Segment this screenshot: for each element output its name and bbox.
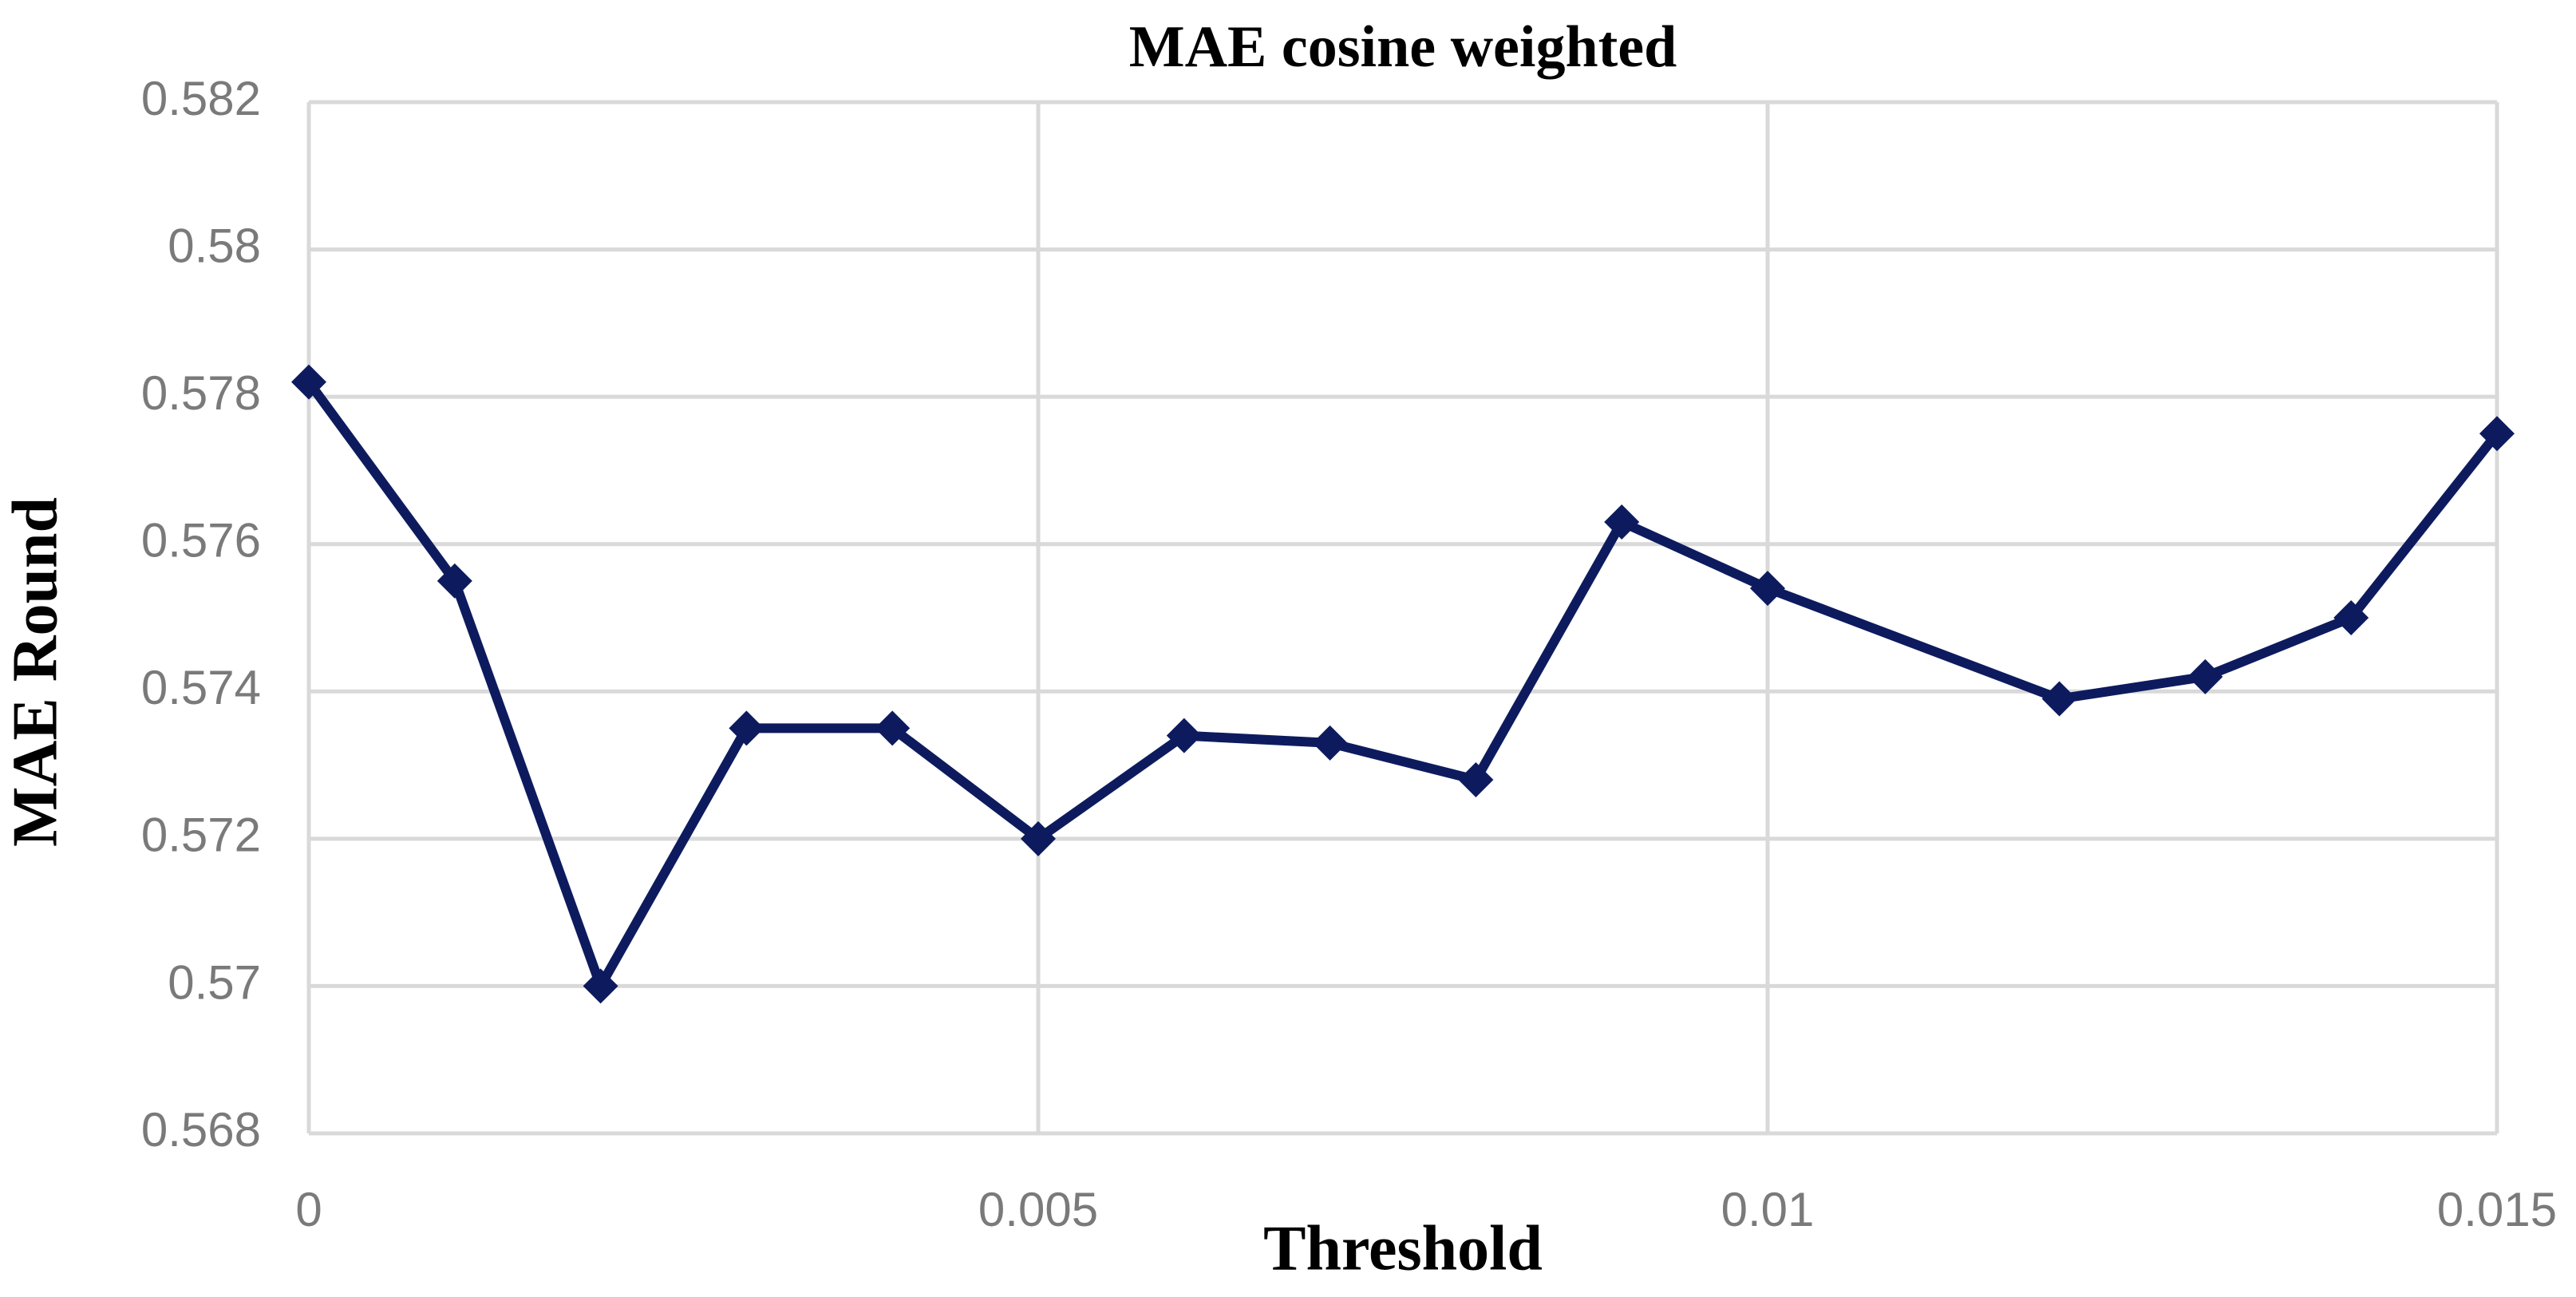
data-marker [2187,658,2223,694]
data-marker [1458,762,1494,798]
data-marker [1750,571,1785,607]
data-marker [2041,681,2077,717]
y-tick-label: 0.578 [141,366,261,420]
y-tick-label: 0.58 [168,219,261,272]
data-marker [2479,416,2515,452]
y-tick-label: 0.568 [141,1103,261,1157]
y-tick-label: 0.572 [141,809,261,862]
x-tick-label: 0.01 [1721,1183,1815,1236]
data-marker [1166,718,1202,753]
data-marker [1021,821,1056,856]
data-marker [583,968,618,1004]
x-tick-label: 0.015 [2437,1183,2557,1236]
data-marker [875,710,911,746]
data-marker [2333,600,2369,635]
data-line [305,379,2501,991]
y-tick-label: 0.574 [141,661,261,714]
x-tick-label: 0.005 [978,1183,1098,1236]
y-tick-label: 0.582 [141,72,261,125]
chart-title: MAE cosine weighted [1129,14,1677,80]
data-marker [437,563,472,599]
x-axis-label: Threshold [1263,1213,1543,1283]
data-marker [729,710,765,746]
y-tick-label: 0.57 [168,955,261,1009]
y-axis-label: MAE Round [0,497,70,847]
x-tick-label: 0 [295,1183,322,1236]
data-marker [1312,725,1348,761]
data-marker [1604,504,1640,540]
y-tick-label: 0.576 [141,514,261,567]
data-marker [291,364,326,400]
